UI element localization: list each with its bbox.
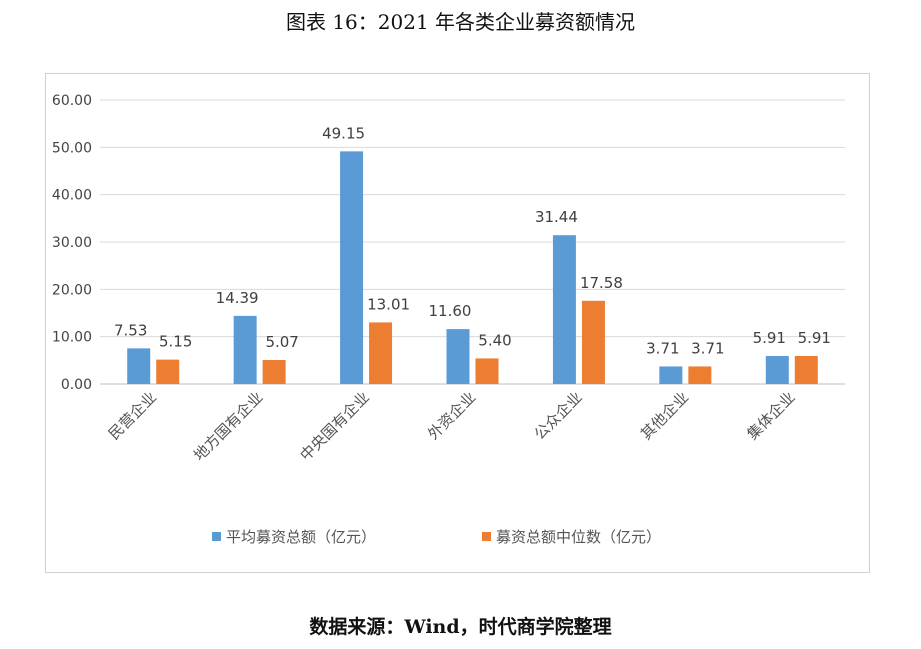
bar-average — [233, 315, 257, 384]
x-tick-label: 其他企业 — [637, 388, 692, 443]
legend-label: 募资总额中位数（亿元） — [496, 528, 661, 546]
legend-label: 平均募资总额（亿元） — [226, 528, 376, 546]
bar-median — [475, 358, 499, 384]
bar-median — [369, 322, 393, 384]
data-label: 5.15 — [159, 333, 192, 351]
x-tick-label: 集体企业 — [743, 388, 798, 443]
page-title: 图表 16：2021 年各类企业募资额情况 — [285, 10, 636, 34]
data-label: 5.07 — [265, 333, 298, 351]
data-label: 11.60 — [429, 302, 472, 320]
data-label: 5.40 — [478, 331, 511, 349]
bar-median — [581, 300, 605, 384]
bar-average — [446, 329, 470, 384]
data-label: 5.91 — [753, 329, 786, 347]
y-tick-label: 40.00 — [52, 188, 92, 204]
data-label: 5.91 — [798, 329, 831, 347]
bar-average — [552, 235, 576, 384]
x-tick-label: 中央国有企业 — [297, 388, 373, 464]
x-tick-label: 外资企业 — [424, 388, 479, 443]
y-tick-label: 0.00 — [61, 377, 92, 393]
bar-median — [262, 360, 286, 384]
chart-frame — [45, 73, 870, 573]
y-tick-label: 60.00 — [52, 93, 92, 109]
y-tick-label: 50.00 — [52, 140, 92, 156]
data-label: 17.58 — [580, 274, 623, 292]
bar-average — [765, 356, 789, 384]
data-label: 49.15 — [322, 124, 365, 142]
source-note: 数据来源：Wind，时代商学院整理 — [309, 616, 612, 638]
x-tick-label: 公众企业 — [531, 388, 586, 443]
bar-average — [659, 366, 683, 384]
legend-swatch — [482, 532, 491, 541]
data-label: 3.71 — [691, 339, 724, 357]
data-label: 31.44 — [535, 208, 578, 226]
data-label: 14.39 — [216, 289, 259, 307]
x-tick-label: 地方国有企业 — [190, 388, 266, 464]
y-tick-label: 20.00 — [52, 282, 92, 298]
data-label: 7.53 — [114, 321, 147, 339]
legend-swatch — [212, 532, 221, 541]
data-label: 13.01 — [367, 295, 410, 313]
bar-average — [127, 348, 151, 384]
bar-median — [794, 356, 818, 384]
y-tick-label: 30.00 — [52, 235, 92, 251]
data-label: 3.71 — [646, 339, 679, 357]
bar-average — [340, 151, 364, 384]
bar-median — [156, 359, 180, 384]
y-tick-label: 10.00 — [52, 330, 92, 346]
bar-median — [688, 366, 712, 384]
x-tick-label: 民营企业 — [105, 388, 160, 443]
